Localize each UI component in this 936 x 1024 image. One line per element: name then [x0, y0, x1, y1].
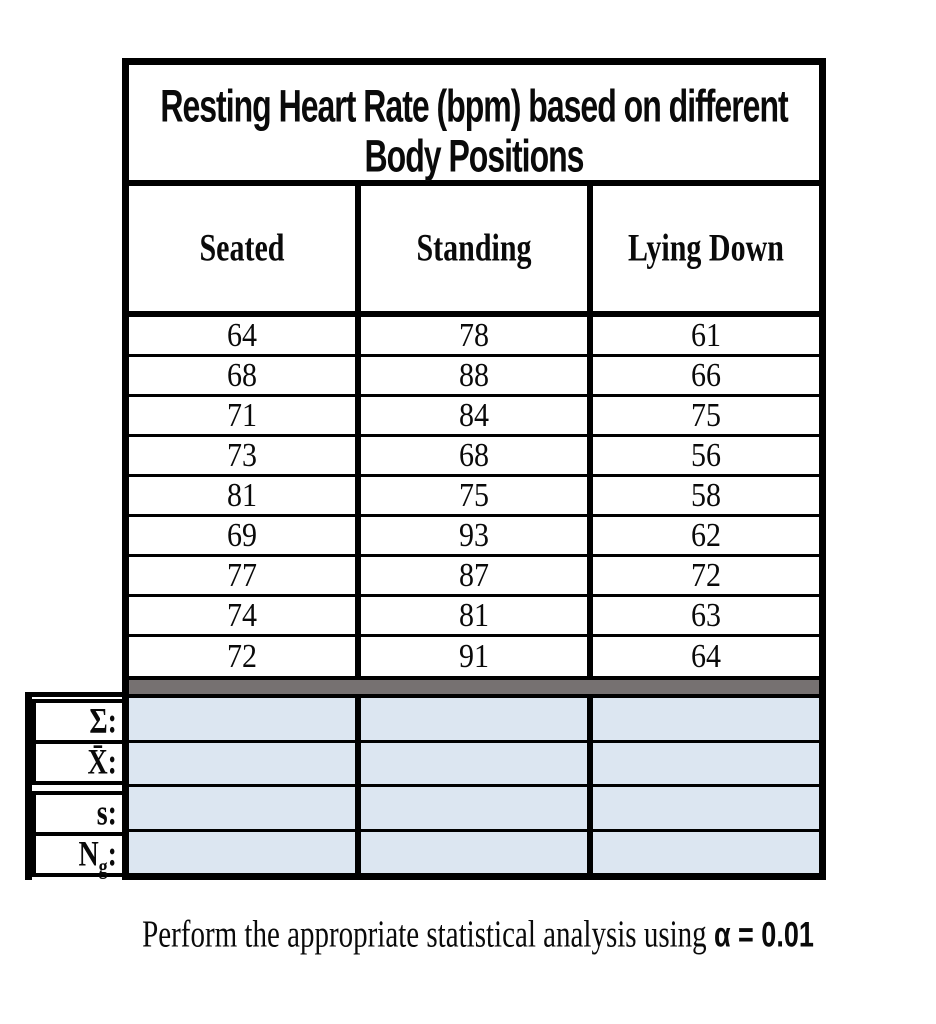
summary-row-group-n: [129, 831, 819, 873]
group-n-label-text: Ng:: [78, 833, 117, 879]
table-row: 69 93 62: [129, 516, 819, 557]
data-cell: 68: [361, 436, 593, 474]
table-title: Resting Heart Rate (bpm) based on differ…: [129, 65, 819, 186]
summary-cell-n-lying-down[interactable]: [593, 831, 819, 873]
column-header-standing: Standing: [361, 186, 593, 311]
column-header-lying-down: Lying Down: [628, 226, 784, 270]
sigma-label: Σ:: [32, 699, 126, 744]
data-cell: 72: [691, 556, 721, 594]
column-header-row: Seated Standing Lying Down: [129, 186, 819, 317]
table-row: 74 81 63: [129, 596, 819, 637]
data-cell: 68: [129, 356, 361, 394]
separator-bar: [129, 676, 819, 698]
table-row: 73 68 56: [129, 436, 819, 477]
summary-row-mean: [129, 742, 819, 787]
data-cell: 72: [129, 637, 361, 676]
table-row: 64 78 61: [129, 316, 819, 357]
summary-cell-sum-standing[interactable]: [361, 698, 593, 740]
data-cell: 88: [361, 356, 593, 394]
summary-rows: [129, 698, 819, 873]
summary-cell-sum-seated[interactable]: [129, 698, 361, 740]
data-cell: 91: [361, 637, 593, 676]
data-cell: 56: [691, 436, 721, 474]
instruction-prefix: Perform the appropriate statistical anal…: [142, 913, 714, 956]
summary-cell-stdev-standing[interactable]: [361, 787, 593, 829]
data-cell: 81: [361, 596, 593, 634]
stdev-label-text: s:: [96, 792, 117, 833]
table-title-line-2: Body Positions: [364, 130, 585, 182]
data-cell: 75: [361, 476, 593, 514]
data-cell: 81: [129, 476, 361, 514]
data-cell: 74: [129, 596, 361, 634]
data-cell: 61: [691, 316, 721, 354]
data-cell: 84: [361, 396, 593, 434]
stdev-label: s:: [32, 791, 126, 836]
summary-row-stdev: [129, 787, 819, 832]
summary-cell-stdev-lying-down[interactable]: [593, 787, 819, 829]
summary-cell-mean-seated[interactable]: [129, 742, 361, 784]
summary-cell-n-standing[interactable]: [361, 831, 593, 873]
data-cell: 69: [129, 516, 361, 554]
data-cell: 93: [361, 516, 593, 554]
instruction-text: Perform the appropriate statistical anal…: [0, 905, 936, 965]
data-cell: 64: [691, 637, 721, 675]
table-row: 77 87 72: [129, 556, 819, 597]
alpha-level: α = 0.01: [713, 914, 814, 955]
table-row: 81 75 58: [129, 476, 819, 517]
summary-cell-mean-standing[interactable]: [361, 742, 593, 784]
group-n-label: Ng:: [32, 832, 126, 877]
instruction-text-inner: Perform the appropriate statistical anal…: [122, 913, 814, 957]
data-cell: 73: [129, 436, 361, 474]
data-rows: 64 78 61 68 88 66 71 84 75 73 68 56 81 7: [129, 316, 819, 676]
summary-label-column: Σ: X̄: s: Ng:: [25, 692, 126, 880]
summary-cell-n-seated[interactable]: [129, 831, 361, 873]
table-row: 71 84 75: [129, 396, 819, 437]
summary-cell-stdev-seated[interactable]: [129, 787, 361, 829]
data-cell: 66: [691, 356, 721, 394]
data-cell: 62: [691, 516, 721, 554]
data-cell: 75: [691, 396, 721, 434]
data-cell: 87: [361, 556, 593, 594]
summary-row-sum: [129, 698, 819, 743]
sigma-label-text: Σ:: [89, 700, 117, 741]
mean-label-text: X̄:: [87, 741, 117, 782]
summary-cell-mean-lying-down[interactable]: [593, 742, 819, 784]
data-cell: 64: [129, 316, 361, 354]
data-cell: 77: [129, 556, 361, 594]
summary-cell-sum-lying-down[interactable]: [593, 698, 819, 740]
table-title-line-1: Resting Heart Rate (bpm) based on differ…: [160, 80, 788, 132]
table-row: 72 91 64: [129, 637, 819, 676]
column-header-seated: Seated: [129, 186, 361, 311]
heart-rate-table: Resting Heart Rate (bpm) based on differ…: [122, 58, 826, 880]
mean-label: X̄:: [32, 740, 126, 785]
table-row: 68 88 66: [129, 356, 819, 397]
data-cell: 63: [691, 596, 721, 634]
data-cell: 71: [129, 396, 361, 434]
data-cell: 78: [361, 316, 593, 354]
data-cell: 58: [691, 476, 721, 514]
